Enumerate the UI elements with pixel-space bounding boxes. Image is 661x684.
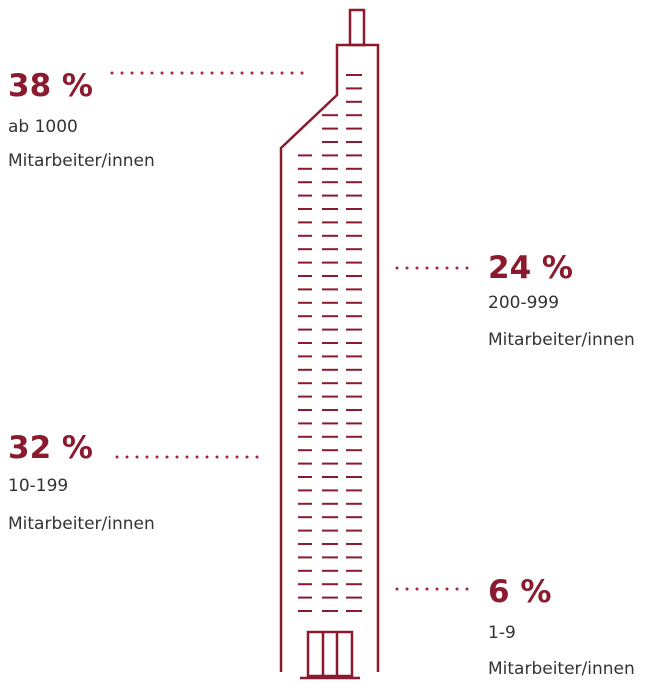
range: 200-999: [488, 293, 559, 313]
percent: 24 %: [488, 250, 573, 286]
unit: Mitarbeiter/innen: [8, 514, 155, 534]
unit: Mitarbeiter/innen: [8, 151, 155, 171]
windows: [298, 75, 362, 611]
door: [308, 632, 352, 676]
percent: 38 %: [8, 68, 93, 104]
range: 10-199: [8, 476, 68, 496]
unit: Mitarbeiter/innen: [488, 659, 635, 679]
unit: Mitarbeiter/innen: [488, 330, 635, 350]
range: 1-9: [488, 623, 516, 643]
building: [281, 10, 378, 678]
percent: 32 %: [8, 430, 93, 466]
infographic: 38 % ab 1000 Mitarbeiter/innen 24 % 200-…: [0, 0, 661, 684]
percent: 6 %: [488, 574, 551, 610]
chimney: [350, 10, 364, 45]
range: ab 1000: [8, 117, 78, 137]
building-outline: [281, 45, 378, 672]
